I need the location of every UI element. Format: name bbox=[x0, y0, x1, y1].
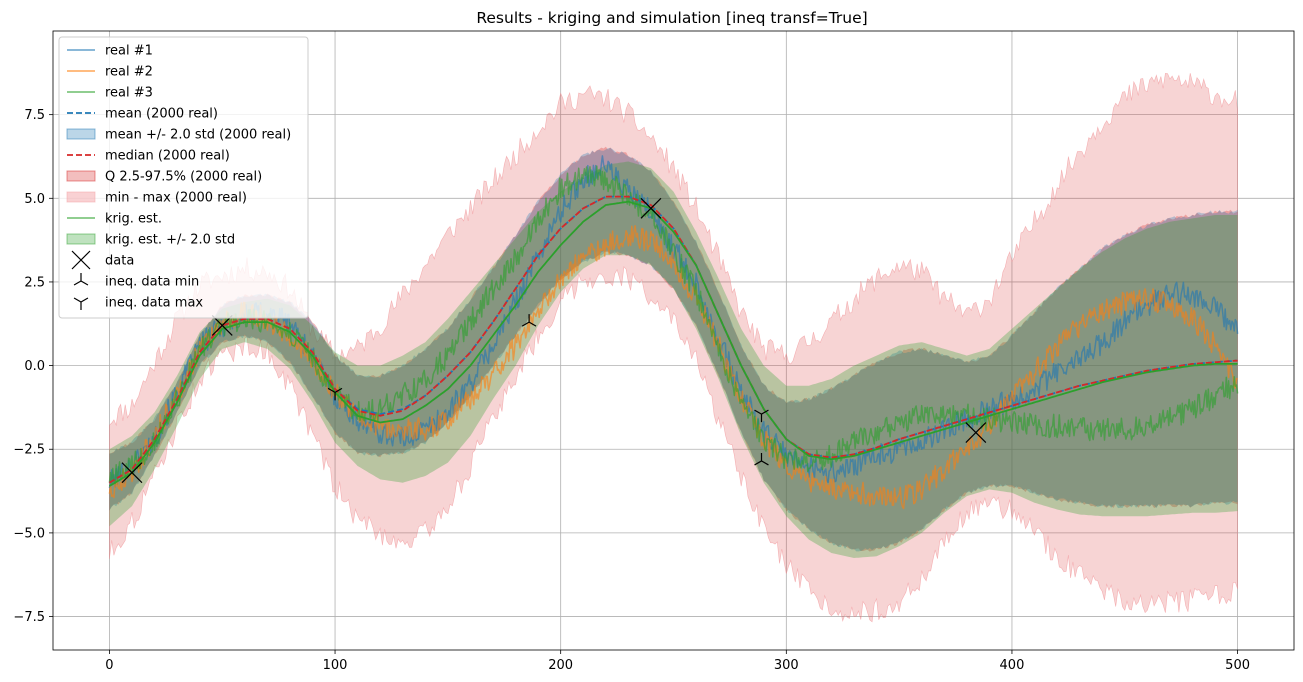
legend-swatch bbox=[66, 170, 96, 182]
series-krig-est bbox=[108, 200, 1238, 487]
y-tick-label: 7.5 bbox=[24, 108, 45, 123]
y-tick-label: 5.0 bbox=[24, 192, 45, 207]
x-tick-label: 0 bbox=[105, 658, 113, 673]
band-mean-2-0-std-2000-real bbox=[109, 147, 1238, 552]
x-tick-label: 400 bbox=[1000, 658, 1025, 673]
y-tick-label: −7.5 bbox=[13, 610, 45, 625]
x-tick-label: 100 bbox=[323, 658, 348, 673]
y-tick-label: 2.5 bbox=[24, 275, 45, 290]
legend-box bbox=[58, 36, 309, 319]
legend-label: ineq. data max bbox=[105, 296, 203, 311]
band-min-max-2000-real bbox=[109, 72, 1238, 623]
legend-label: Q 2.5-97.5% (2000 real) bbox=[105, 170, 262, 185]
legend-swatch bbox=[73, 297, 89, 310]
legend-label: mean (2000 real) bbox=[105, 107, 218, 122]
legend-label: krig. est. bbox=[105, 212, 162, 227]
chart-title: Results - kriging and simulation [ineq t… bbox=[476, 9, 867, 27]
legend-label: data bbox=[105, 254, 134, 269]
axes-frame bbox=[52, 30, 1295, 651]
marker-data bbox=[640, 197, 662, 219]
legend-swatch bbox=[66, 233, 96, 245]
legend-label: krig. est. +/- 2.0 std bbox=[105, 233, 235, 248]
band-q-2-5-97-5-2000-real bbox=[109, 146, 1238, 552]
marker-data bbox=[965, 422, 987, 443]
x-tick-label: 300 bbox=[774, 658, 799, 673]
series-median-2000-real bbox=[108, 195, 1238, 484]
legend-label: median (2000 real) bbox=[105, 149, 230, 164]
legend-swatch bbox=[66, 128, 96, 140]
marker-ineq-data-min bbox=[754, 452, 769, 466]
legend-label: ineq. data min bbox=[105, 275, 199, 290]
legend-label: min - max (2000 real) bbox=[105, 191, 247, 206]
legend-label: real #3 bbox=[105, 86, 153, 101]
marker-data bbox=[211, 315, 233, 336]
y-tick-label: 0.0 bbox=[24, 359, 45, 374]
x-tick-label: 200 bbox=[548, 658, 573, 673]
series-real-3 bbox=[108, 165, 1239, 485]
marker-data bbox=[121, 462, 143, 484]
legend-label: real #1 bbox=[105, 44, 153, 59]
legend-swatch bbox=[73, 273, 89, 286]
legend-label: mean +/- 2.0 std (2000 real) bbox=[105, 128, 291, 143]
legend: real #1 real #2 real #3 mean (2000 real) mea… bbox=[58, 36, 309, 319]
marker-ineq-data-max bbox=[327, 387, 343, 401]
legend-swatch bbox=[66, 191, 96, 203]
marker-ineq-data-max bbox=[754, 409, 769, 423]
y-tick-label: −2.5 bbox=[13, 443, 45, 458]
x-tick-label: 500 bbox=[1225, 658, 1250, 673]
legend-swatch bbox=[71, 250, 91, 270]
legend-label: real #2 bbox=[105, 65, 153, 80]
marker-ineq-data-min bbox=[521, 314, 537, 327]
series-real-2 bbox=[108, 225, 1238, 510]
y-tick-label: −5.0 bbox=[13, 526, 45, 541]
